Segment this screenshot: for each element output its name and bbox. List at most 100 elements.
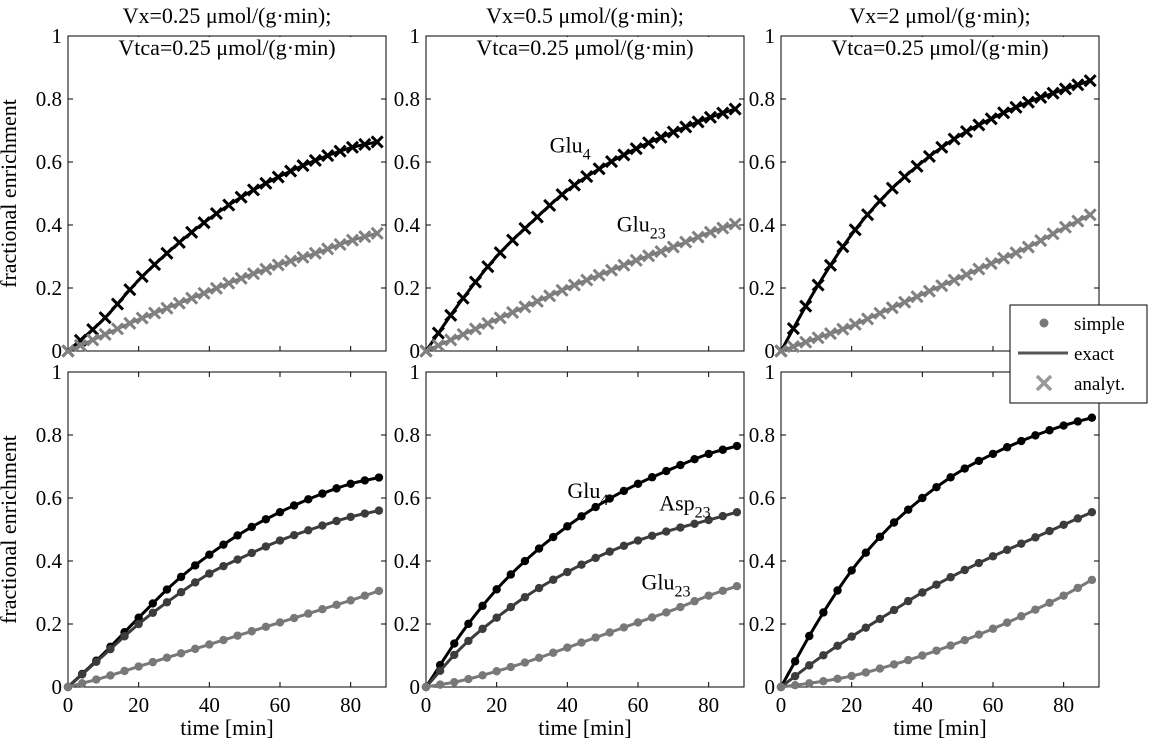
simple-marker [332,484,341,493]
analyt-marker [984,112,998,126]
series-annotation: Glu4 [567,478,608,509]
axes-frame [425,371,745,688]
simple-marker [875,614,885,624]
analyt-marker [456,291,470,305]
analyt-marker [959,268,974,282]
analyt-marker [679,235,693,249]
y-tick-label: 0.8 [394,423,420,447]
analyt-marker [811,278,825,292]
analyt-marker [543,289,557,303]
simple-marker [847,566,856,575]
simple-marker [1087,575,1097,585]
simple-marker [148,657,157,667]
panel-r1c2: 0 0.2 0.4 0.6 0.8 1 0 20 40 60 80 time [min] [749,360,1100,740]
simple-marker [261,542,271,551]
analyt-marker [728,102,742,116]
simple-marker [318,489,327,498]
simple-marker [120,632,129,641]
legend-simple-symbol [1039,318,1049,328]
simple-marker [450,677,459,687]
analyt-marker [1071,214,1085,228]
simple-marker [633,479,643,489]
simple-marker [605,547,614,556]
analyt-marker [873,306,887,320]
simple-marker [932,646,941,655]
simple-marker [904,655,913,665]
axes-frame [780,35,1100,352]
analyt-marker [543,198,557,212]
y-tick-label: 0.8 [749,87,775,111]
simple-marker [346,479,355,489]
simple-marker [619,486,629,496]
analyt-marker [1071,78,1085,92]
simple-marker [450,639,459,648]
analyt-marker [1009,100,1023,114]
simple-marker [346,512,355,522]
title-backdrop [435,37,735,61]
analyt-marker [148,257,162,272]
x-axis-label: time [min] [893,715,986,740]
y-tick-label: 0.6 [749,486,775,510]
legend-entry-label: analyt. [1074,374,1125,395]
simple-marker [1045,426,1054,435]
simple-marker [662,608,671,617]
analyt-marker [234,271,248,285]
simple-marker [676,460,685,470]
y-tick-label: 0.6 [36,486,62,510]
analyt-marker [518,300,532,314]
y-tick-label: 1 [52,360,63,384]
analyt-marker [654,130,668,144]
panel-title-line: Vx=0.5 μmol/(g·min); [486,3,684,28]
analyt-marker [370,226,384,240]
y-tick-label: 1 [410,360,421,384]
simple-marker [492,613,501,622]
analyt-marker [935,140,949,154]
panel-title-line: Vx=2 μmol/(g·min); [849,3,1030,28]
simple-marker [875,664,885,673]
simple-marker [790,657,800,666]
analyt-marker [997,106,1011,120]
analyt-marker [284,164,298,178]
simple-marker [1073,417,1083,426]
y-tick-label: 0 [410,675,421,699]
simple-marker [520,592,530,602]
y-tick-label: 1 [410,24,421,48]
simple-marker [148,599,157,608]
simple-marker [932,482,941,492]
simple-marker [1017,436,1026,446]
analyt-marker [481,316,495,330]
analyt-marker [345,140,359,154]
analyt-marker [972,262,986,276]
simple-marker [176,572,186,582]
simple-marker [176,587,186,597]
simple-marker [805,631,814,641]
analyt-marker [333,144,347,158]
analyt-marker [555,188,569,202]
y-tick-label: 0 [765,675,776,699]
simple-marker [450,650,459,660]
analyt-marker [530,210,544,224]
analyt-marker [358,137,372,151]
simple-marker [205,640,214,649]
legend-entry-label: simple [1074,314,1125,335]
simple-marker [77,670,87,679]
y-tick-label: 0.8 [749,423,775,447]
y-tick-label: 0.4 [749,549,776,573]
axes-frame [425,35,745,352]
simple-marker [790,680,800,690]
panel-title-line: Vtca=0.25 μmol/(g·min) [118,35,335,60]
simple-marker [191,578,200,587]
analyt-marker [481,260,495,274]
simple-marker [549,575,558,584]
simple-marker [92,675,101,684]
simple-marker [974,456,984,466]
simple-marker [889,518,899,527]
simple-marker [1059,520,1068,529]
simple-marker [374,506,384,515]
simple-marker [120,666,129,676]
simple-marker [304,495,313,504]
simple-marker [360,509,369,518]
y-tick-label: 1 [52,24,63,48]
analyt-marker [567,278,581,292]
simple-marker [219,540,228,549]
